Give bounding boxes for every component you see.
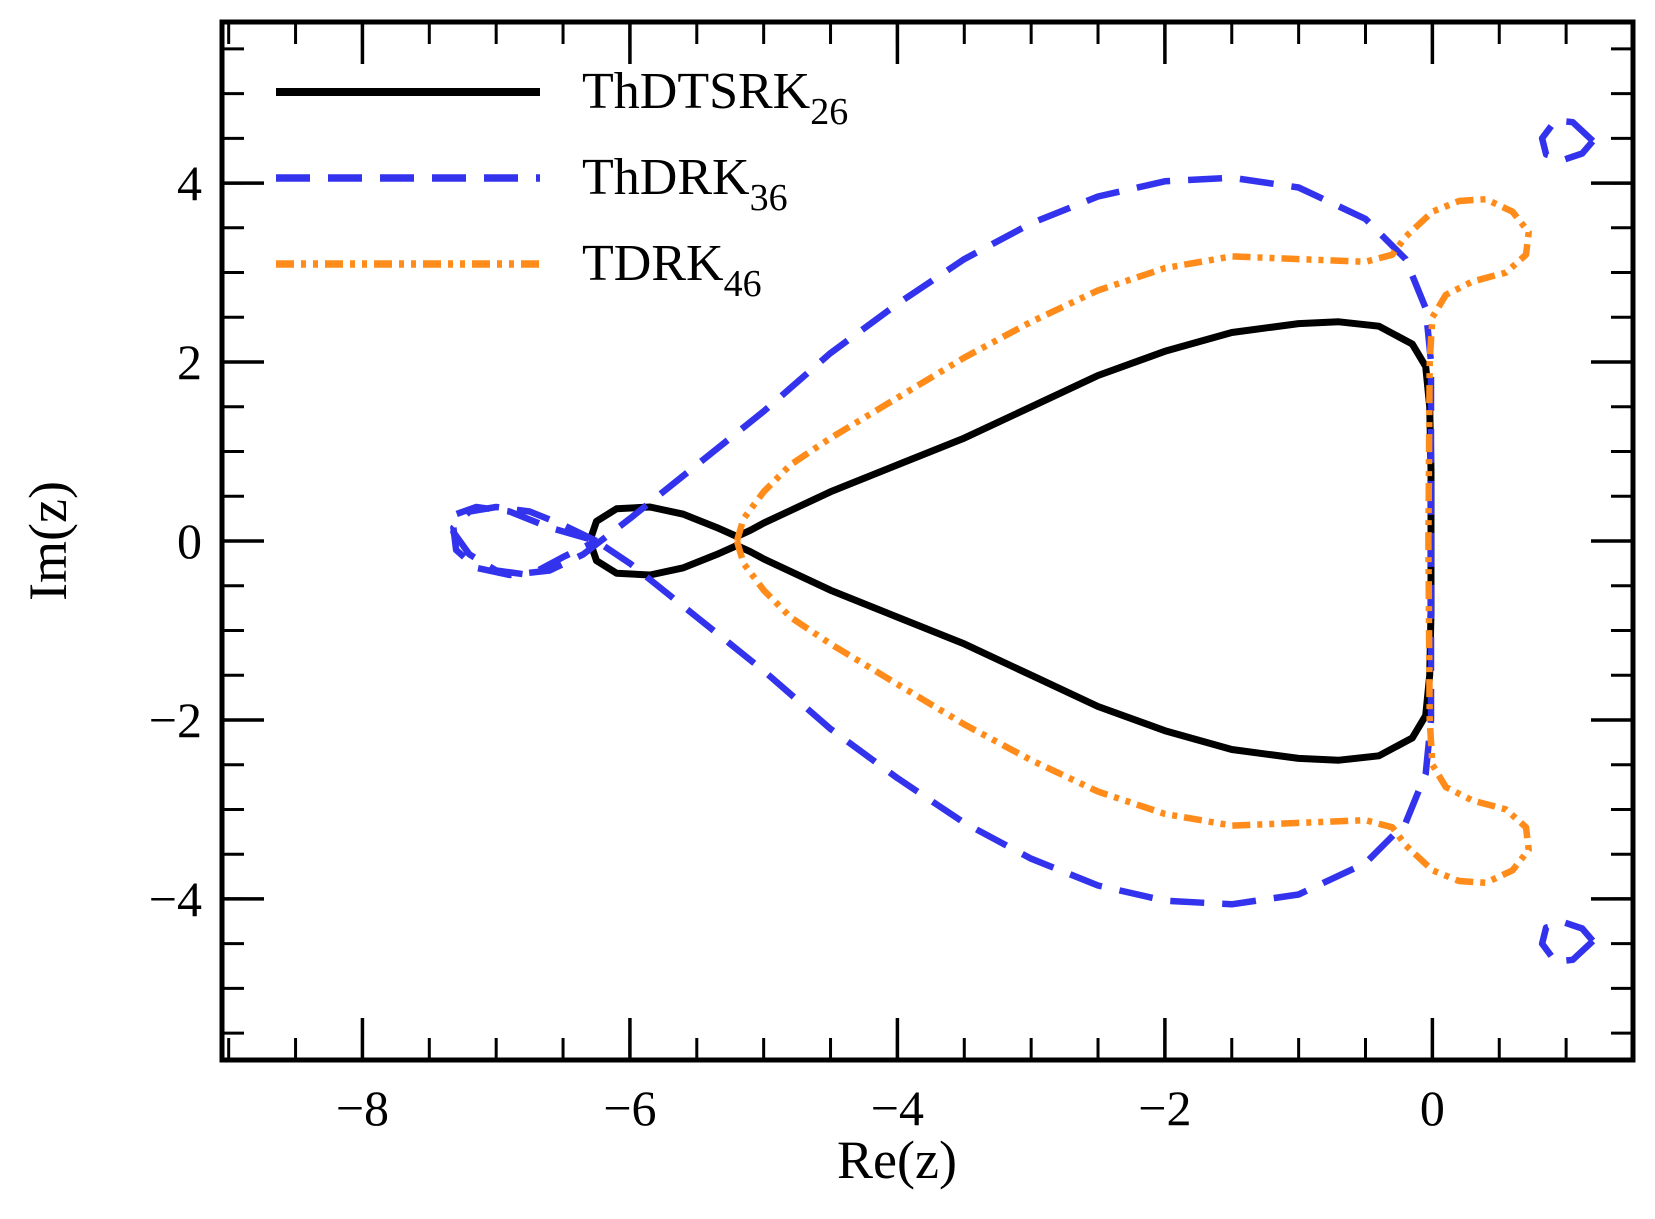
legend-label-tdrk46: TDRK46	[582, 235, 762, 305]
x-tick-label: −2	[1138, 1080, 1191, 1136]
major-ticks	[222, 22, 1633, 1060]
x-tick-labels: −8 −6 −4 −2 0	[336, 1080, 1445, 1136]
legend-label-main: TDRK	[582, 235, 724, 292]
y-tick-label: 2	[177, 334, 202, 390]
legend-label-subscript: 26	[810, 91, 848, 133]
legend: ThDTSRK26 ThDRK36 TDRK46	[276, 63, 848, 305]
x-tick-label: −8	[336, 1080, 389, 1136]
minor-ticks	[222, 22, 1635, 1060]
x-axis-label: Re(z)	[837, 1130, 957, 1190]
y-tick-label: 4	[177, 155, 202, 211]
plot-curves	[450, 117, 1596, 965]
legend-label-main: ThDTSRK	[582, 63, 811, 120]
x-tick-label: 0	[1420, 1080, 1445, 1136]
legend-label-subscript: 46	[724, 263, 762, 305]
plot-frame	[219, 19, 1636, 1063]
legend-label-thdtsrk26: ThDTSRK26	[582, 63, 848, 133]
x-tick-label: −6	[603, 1080, 656, 1136]
legend-label-main: ThDRK	[582, 149, 750, 206]
series-curve-thdrk36-island-lower	[1538, 918, 1596, 965]
y-tick-labels: −4 −2 0 2 4	[149, 155, 202, 927]
series-curve-thdtsrk26	[586, 318, 1435, 764]
series-curve-thdrk36-island-upper	[1538, 117, 1596, 164]
legend-label-thdrk36: ThDRK36	[582, 149, 788, 219]
y-tick-label: −4	[149, 871, 202, 927]
series-curve-tdrk46	[733, 195, 1532, 887]
legend-label-subscript: 36	[750, 177, 788, 219]
y-axis-label: Im(z)	[18, 481, 78, 601]
y-tick-label: −2	[149, 692, 202, 748]
y-tick-label: 0	[177, 513, 202, 569]
x-tick-label: −4	[871, 1080, 924, 1136]
